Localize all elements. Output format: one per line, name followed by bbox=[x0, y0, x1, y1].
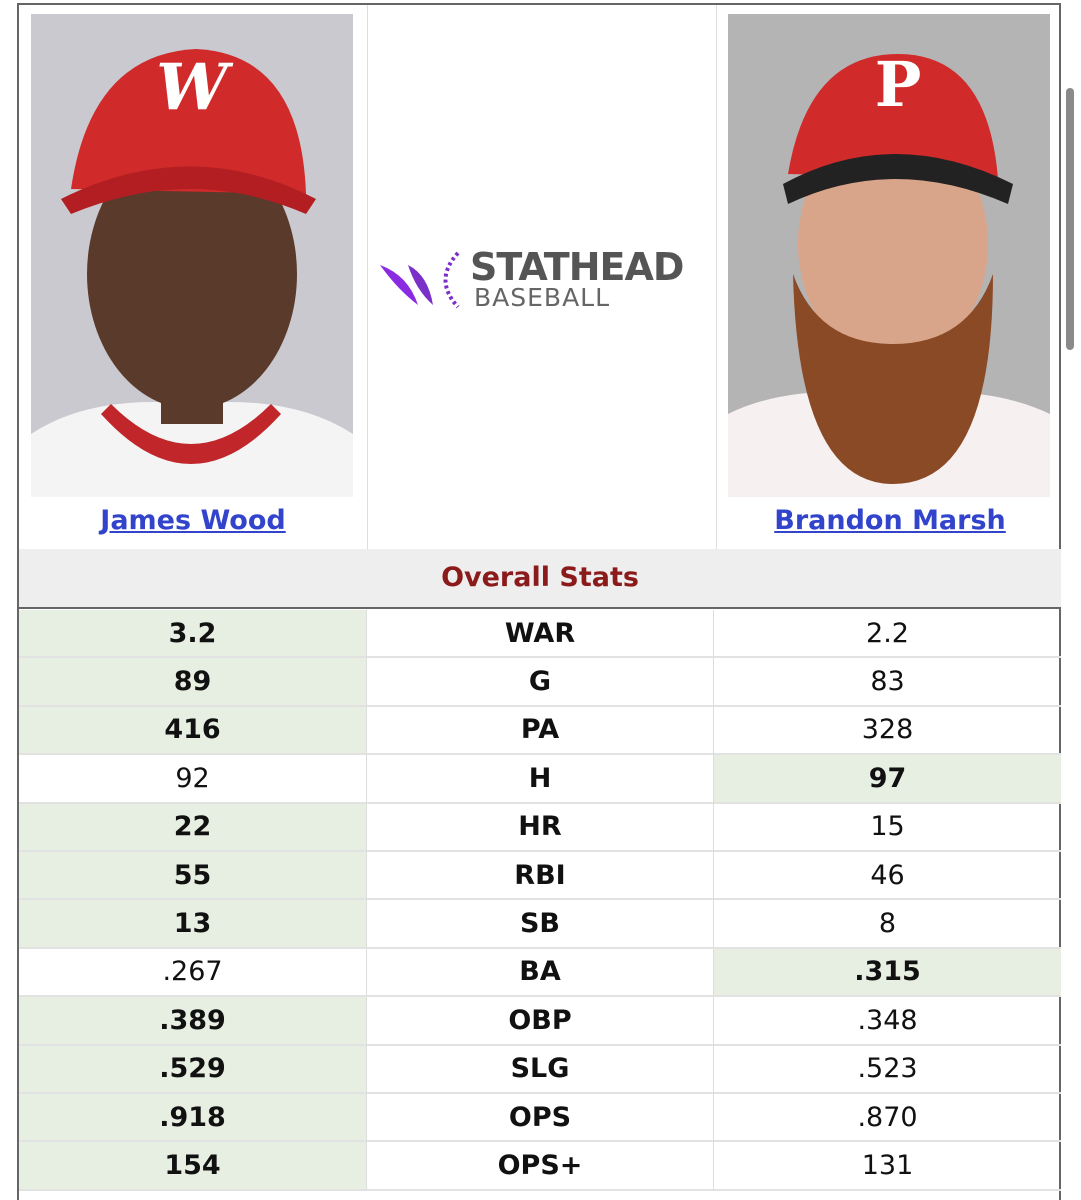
player-column: P Brandon Marsh bbox=[716, 5, 1064, 549]
player-photo: W bbox=[31, 14, 353, 497]
left-value: 92 bbox=[19, 755, 366, 804]
stat-name: OPS bbox=[366, 1093, 714, 1143]
left-value: 13 bbox=[19, 900, 366, 949]
right-value: .523 bbox=[714, 1046, 1061, 1094]
left-value: 154 bbox=[19, 1142, 366, 1191]
left-value: .389 bbox=[19, 997, 366, 1046]
stat-row: 92 H 97 bbox=[19, 755, 1061, 804]
stat-row: 22 HR 15 bbox=[19, 803, 1061, 852]
right-value: 131 bbox=[714, 1142, 1061, 1191]
player-photo: P bbox=[728, 14, 1050, 497]
stat-row: .918 OPS .870 bbox=[19, 1093, 1061, 1143]
stat-row: 3.2 WAR 2.2 bbox=[19, 610, 1061, 659]
stat-row: 416 PA 328 bbox=[19, 706, 1061, 756]
logo-subtitle: BASEBALL bbox=[474, 283, 611, 312]
right-value: 328 bbox=[714, 707, 1061, 756]
left-value: .267 bbox=[19, 949, 366, 998]
stat-name: H bbox=[366, 755, 714, 804]
stat-name: HR bbox=[366, 803, 714, 852]
right-value: 2.2 bbox=[714, 610, 1061, 659]
logo-column: STATHEAD BASEBALL bbox=[367, 5, 717, 549]
player-column: W James Wood bbox=[19, 5, 367, 549]
stat-name: PA bbox=[366, 706, 714, 756]
stat-name: OPS+ bbox=[366, 1142, 714, 1191]
left-value: 416 bbox=[19, 706, 366, 756]
section-title: Overall Stats bbox=[19, 549, 1061, 609]
stat-row: 55 RBI 46 bbox=[19, 851, 1061, 901]
player-link[interactable]: James Wood bbox=[100, 505, 286, 536]
stat-row: 89 G 83 bbox=[19, 658, 1061, 707]
stathead-logo: STATHEAD BASEBALL bbox=[378, 245, 708, 315]
right-value: .870 bbox=[714, 1094, 1061, 1143]
stat-name: WAR bbox=[366, 610, 714, 659]
right-value: 15 bbox=[714, 804, 1061, 852]
logo-title: STATHEAD bbox=[470, 245, 684, 289]
stat-row: .389 OBP .348 bbox=[19, 997, 1061, 1046]
stat-name: RBI bbox=[366, 851, 714, 901]
right-value: 46 bbox=[714, 852, 1061, 901]
left-value: 22 bbox=[19, 803, 366, 852]
left-value: .529 bbox=[19, 1045, 366, 1094]
left-value: .918 bbox=[19, 1093, 366, 1143]
stat-name: SB bbox=[366, 900, 714, 949]
header: W James Wood STATHEAD BASEBALL bbox=[19, 5, 1061, 551]
svg-text:W: W bbox=[156, 50, 234, 125]
right-value: 83 bbox=[714, 658, 1061, 707]
stat-name: BA bbox=[366, 948, 714, 998]
stat-row: .267 BA .315 bbox=[19, 948, 1061, 998]
stat-name: SLG bbox=[366, 1045, 714, 1094]
right-value: 8 bbox=[714, 900, 1061, 949]
scrollbar[interactable] bbox=[1066, 88, 1074, 350]
stat-row: 154 OPS+ 131 bbox=[19, 1142, 1061, 1191]
player-link[interactable]: Brandon Marsh bbox=[774, 505, 1006, 536]
right-value: .348 bbox=[714, 997, 1061, 1046]
left-value: 3.2 bbox=[19, 610, 366, 659]
comparison-table: W James Wood STATHEAD BASEBALL bbox=[17, 3, 1061, 1200]
stat-row: .529 SLG .523 bbox=[19, 1045, 1061, 1094]
stat-row: 13 SB 8 bbox=[19, 900, 1061, 949]
right-value: 97 bbox=[714, 755, 1061, 804]
stat-name: G bbox=[366, 658, 714, 707]
right-value: .315 bbox=[714, 948, 1061, 998]
left-value: 89 bbox=[19, 658, 366, 707]
logo-icon bbox=[380, 251, 460, 309]
stat-name: OBP bbox=[366, 997, 714, 1046]
svg-text:P: P bbox=[875, 48, 922, 121]
left-value: 55 bbox=[19, 851, 366, 901]
stats-rows: 3.2 WAR 2.2 89 G 83 416 PA 328 92 H 97 22 HR 15 55 RBI 46… bbox=[19, 610, 1061, 1191]
